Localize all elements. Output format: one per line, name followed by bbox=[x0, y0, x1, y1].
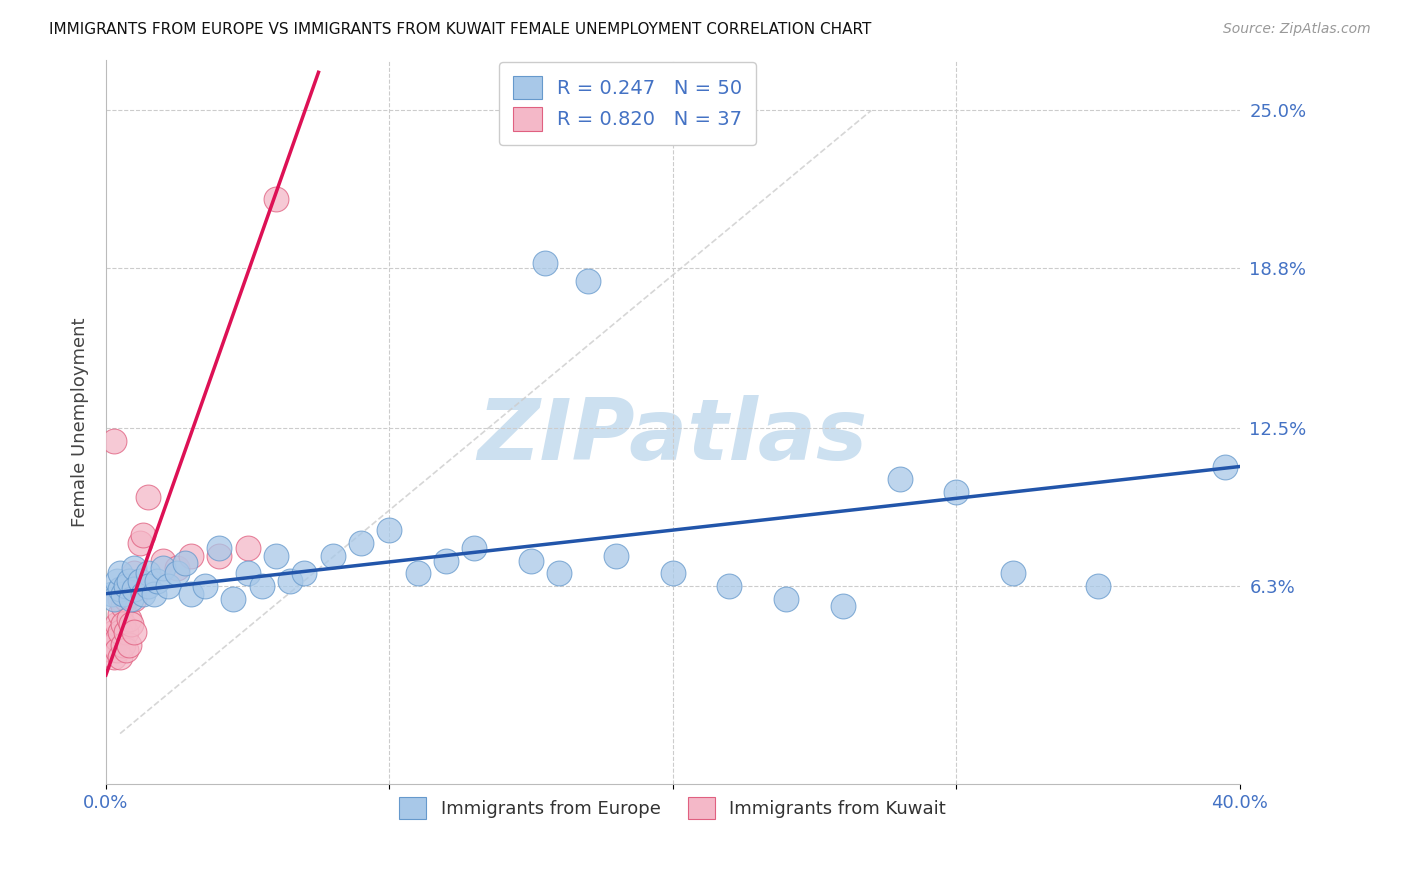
Y-axis label: Female Unemployment: Female Unemployment bbox=[72, 318, 89, 527]
Point bbox=[122, 566, 145, 581]
Point bbox=[132, 528, 155, 542]
Point bbox=[108, 582, 131, 596]
Point bbox=[103, 591, 125, 606]
Point bbox=[174, 556, 197, 570]
Point bbox=[180, 587, 202, 601]
Point bbox=[534, 256, 557, 270]
Point bbox=[143, 587, 166, 601]
Point bbox=[264, 193, 287, 207]
Point bbox=[122, 582, 145, 596]
Point bbox=[120, 591, 142, 606]
Text: Source: ZipAtlas.com: Source: ZipAtlas.com bbox=[1223, 22, 1371, 37]
Point bbox=[105, 617, 128, 632]
Point bbox=[889, 472, 911, 486]
Point bbox=[945, 485, 967, 500]
Point bbox=[236, 566, 259, 581]
Point bbox=[103, 624, 125, 639]
Point bbox=[605, 549, 627, 563]
Point bbox=[222, 591, 245, 606]
Point bbox=[108, 607, 131, 621]
Point bbox=[166, 566, 188, 581]
Point bbox=[194, 579, 217, 593]
Point bbox=[152, 561, 174, 575]
Point bbox=[117, 587, 139, 601]
Point bbox=[117, 612, 139, 626]
Point bbox=[108, 591, 131, 606]
Point bbox=[111, 599, 134, 614]
Point bbox=[100, 632, 122, 647]
Point bbox=[108, 624, 131, 639]
Point bbox=[236, 541, 259, 555]
Point bbox=[108, 566, 131, 581]
Text: ZIPatlas: ZIPatlas bbox=[478, 395, 868, 478]
Point bbox=[103, 638, 125, 652]
Point bbox=[138, 579, 160, 593]
Point bbox=[278, 574, 301, 588]
Point bbox=[434, 554, 457, 568]
Point bbox=[138, 566, 160, 581]
Point bbox=[520, 554, 543, 568]
Point bbox=[406, 566, 429, 581]
Point bbox=[350, 536, 373, 550]
Point bbox=[378, 523, 401, 537]
Point bbox=[138, 490, 160, 504]
Point bbox=[129, 574, 152, 588]
Point bbox=[146, 574, 169, 588]
Point bbox=[100, 587, 122, 601]
Point bbox=[120, 579, 142, 593]
Point bbox=[105, 642, 128, 657]
Point bbox=[831, 599, 853, 614]
Point bbox=[114, 642, 136, 657]
Point bbox=[548, 566, 571, 581]
Point bbox=[122, 561, 145, 575]
Point bbox=[122, 591, 145, 606]
Point bbox=[111, 638, 134, 652]
Point bbox=[100, 642, 122, 657]
Point bbox=[108, 650, 131, 665]
Point bbox=[114, 624, 136, 639]
Point bbox=[111, 587, 134, 601]
Point bbox=[250, 579, 273, 593]
Point bbox=[117, 574, 139, 588]
Point bbox=[111, 617, 134, 632]
Point bbox=[576, 274, 599, 288]
Point bbox=[103, 434, 125, 448]
Point bbox=[132, 587, 155, 601]
Point bbox=[718, 579, 741, 593]
Point bbox=[105, 574, 128, 588]
Point bbox=[129, 536, 152, 550]
Point bbox=[1215, 459, 1237, 474]
Point bbox=[166, 561, 188, 575]
Point bbox=[122, 624, 145, 639]
Point bbox=[157, 579, 180, 593]
Point bbox=[208, 549, 231, 563]
Point bbox=[1001, 566, 1024, 581]
Text: IMMIGRANTS FROM EUROPE VS IMMIGRANTS FROM KUWAIT FEMALE UNEMPLOYMENT CORRELATION: IMMIGRANTS FROM EUROPE VS IMMIGRANTS FRO… bbox=[49, 22, 872, 37]
Point bbox=[103, 650, 125, 665]
Point bbox=[97, 638, 120, 652]
Point bbox=[1087, 579, 1109, 593]
Point bbox=[775, 591, 797, 606]
Point bbox=[180, 549, 202, 563]
Point bbox=[114, 591, 136, 606]
Point bbox=[292, 566, 315, 581]
Point bbox=[117, 638, 139, 652]
Legend: Immigrants from Europe, Immigrants from Kuwait: Immigrants from Europe, Immigrants from … bbox=[392, 789, 953, 826]
Point bbox=[105, 632, 128, 647]
Point bbox=[208, 541, 231, 555]
Point bbox=[662, 566, 685, 581]
Point bbox=[152, 554, 174, 568]
Point bbox=[114, 579, 136, 593]
Point bbox=[322, 549, 344, 563]
Point bbox=[120, 617, 142, 632]
Point bbox=[463, 541, 485, 555]
Point bbox=[264, 549, 287, 563]
